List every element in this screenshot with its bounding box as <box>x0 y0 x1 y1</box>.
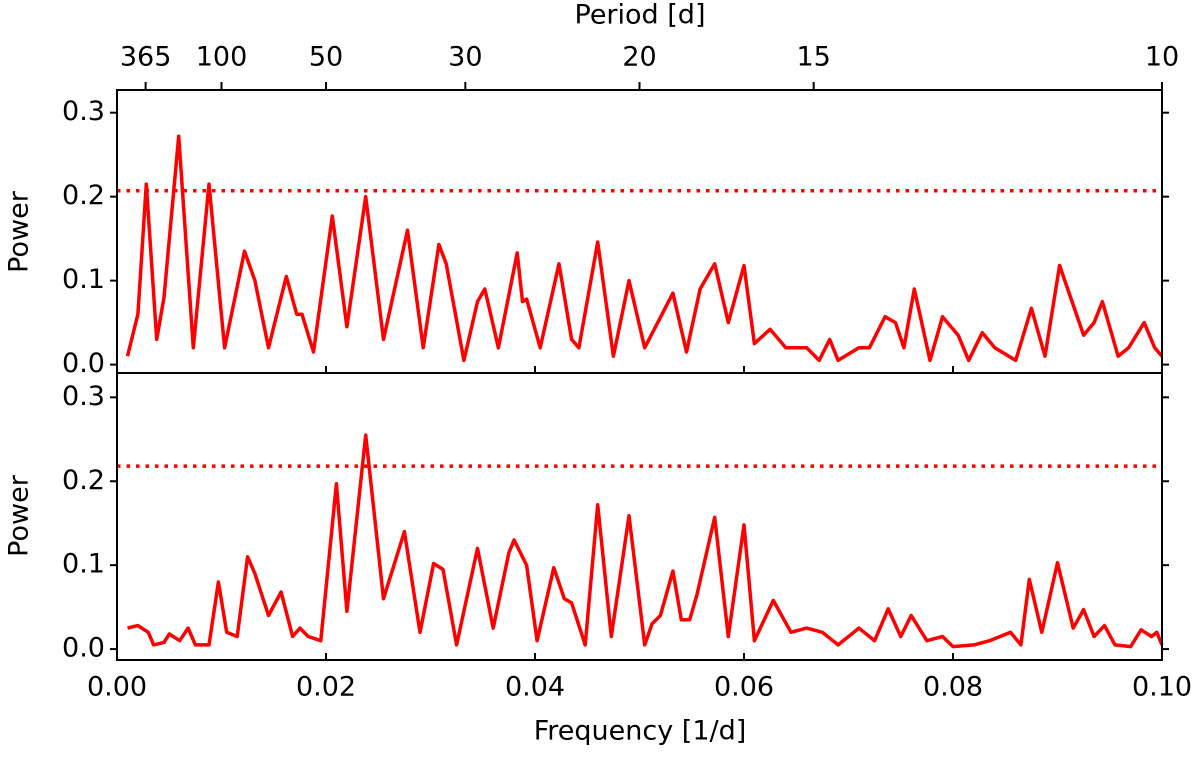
y-tick-label: 0.1 <box>62 549 105 580</box>
x-tick-label: 0.10 <box>1132 672 1192 703</box>
top-tick-label: 50 <box>309 42 343 73</box>
top-tick-label: 15 <box>796 42 830 73</box>
y-axis-label: Power <box>4 474 35 557</box>
periodogram-line <box>125 134 1164 363</box>
x-axis-label: Frequency [1/d] <box>534 716 747 747</box>
top-tick-label: 365 <box>120 42 172 73</box>
y-tick-label: 0.3 <box>62 381 105 412</box>
top-tick-label: 20 <box>622 42 656 73</box>
x-tick-label: 0.08 <box>923 672 983 703</box>
x-tick-label: 0.04 <box>505 672 565 703</box>
periodogram-line <box>127 433 1164 649</box>
top-tick-label: 10 <box>1145 42 1179 73</box>
y-axis-label: Power <box>4 190 35 273</box>
top-axis-label: Period [d] <box>575 0 706 31</box>
top-tick-label: 100 <box>196 42 248 73</box>
top-tick-label: 30 <box>448 42 482 73</box>
x-tick-label: 0.06 <box>714 672 774 703</box>
y-tick-label: 0.3 <box>62 96 105 127</box>
y-tick-label: 0.2 <box>62 180 105 211</box>
y-tick-label: 0.0 <box>62 348 105 379</box>
y-tick-label: 0.1 <box>62 264 105 295</box>
x-tick-label: 0.02 <box>296 672 356 703</box>
y-tick-label: 0.2 <box>62 465 105 496</box>
y-tick-label: 0.0 <box>62 633 105 664</box>
plot-frame <box>116 372 1163 661</box>
x-tick-label: 0.00 <box>87 672 147 703</box>
